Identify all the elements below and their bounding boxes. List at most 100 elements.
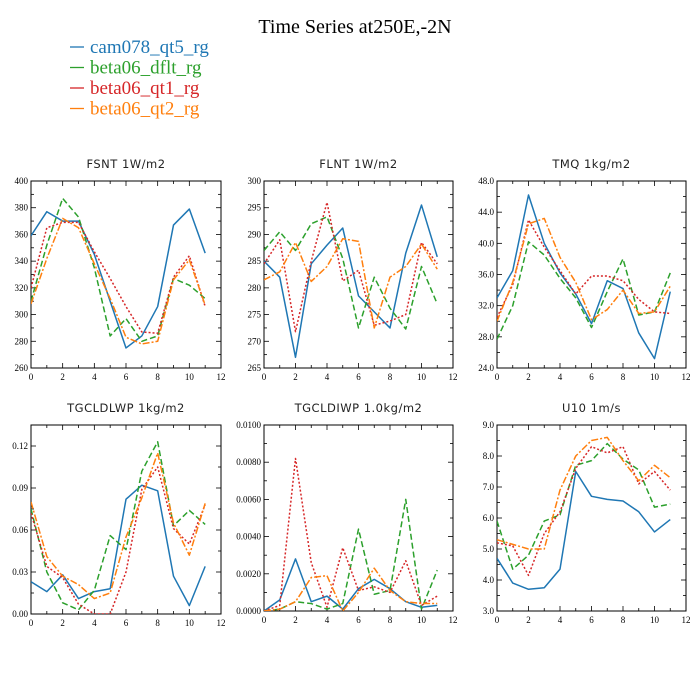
y-tick-label: 6.0 [483,513,495,523]
x-tick-label: 10 [417,372,427,382]
y-tick-label: 320 [15,283,29,293]
x-tick-label: 8 [155,618,160,628]
x-tick-label: 0 [495,615,500,625]
x-tick-label: 4 [558,372,563,382]
series-line-beta06_dflt_rg [31,441,206,611]
series-line-beta06_qt2_rg [264,567,438,611]
y-tick-label: 280 [15,336,29,346]
y-tick-label: 9.0 [483,420,495,430]
x-tick-label: 2 [293,372,298,382]
x-tick-label: 4 [325,372,330,382]
y-tick-label: 28.0 [478,332,494,342]
legend-label-beta06_dflt_rg: beta06_dflt_rg [90,58,202,79]
y-tick-label: 7.0 [483,482,495,492]
y-tick-label: 280 [248,283,262,293]
x-tick-label: 6 [356,615,361,625]
y-tick-label: 290 [248,229,262,239]
series-line-beta06_qt1_rg [31,466,206,614]
series-line-beta06_qt1_rg [264,457,438,611]
x-tick-label: 6 [356,372,361,382]
panel-title: TGCLDLWP 1kg/m2 [66,401,185,415]
y-tick-label: 300 [248,176,262,186]
x-tick-label: 0 [29,372,34,382]
x-tick-label: 10 [650,615,660,625]
x-tick-label: 12 [682,615,691,625]
y-tick-label: 0.0060 [236,494,261,504]
chart-panel-0: FSNT 1W/m2 0 2 4 6 8 10 12 260 280 300 320 340 360 380… [15,157,226,382]
legend-label-beta06_qt1_rg: beta06_qt1_rg [90,78,200,99]
y-tick-label: 270 [248,336,262,346]
series-line-cam078_qt5_rg [497,470,671,591]
x-tick-label: 0 [262,615,267,625]
y-tick-label: 0.0080 [236,457,261,467]
x-tick-label: 10 [185,372,195,382]
series-line-beta06_dflt_rg [264,216,438,330]
panel-title: TMQ 1kg/m2 [551,157,630,171]
series-line-cam078_qt5_rg [264,204,438,359]
plot-frame [263,424,454,612]
panel-title: TGCLDIWP 1.0kg/m2 [294,401,423,415]
y-tick-label: 36.0 [478,270,494,280]
series-line-beta06_dflt_rg [264,498,438,611]
x-tick-label: 10 [650,372,660,382]
x-tick-label: 10 [417,615,427,625]
x-tick-label: 0 [495,372,500,382]
x-tick-label: 12 [217,618,226,628]
y-tick-label: 295 [248,203,262,213]
panel-title: FSNT 1W/m2 [86,157,165,171]
y-tick-label: 265 [248,363,262,373]
series-line-beta06_qt2_rg [31,452,206,600]
y-tick-label: 0.09 [12,483,28,493]
x-tick-label: 0 [262,372,267,382]
series-line-beta06_dflt_rg [497,442,671,570]
y-tick-label: 8.0 [483,451,495,461]
x-tick-label: 2 [60,372,65,382]
x-tick-label: 8 [388,372,393,382]
y-tick-label: 0.0040 [236,532,261,542]
y-tick-label: 0.0100 [236,420,261,430]
x-tick-label: 10 [185,618,195,628]
chart-panel-5: U10 1m/s 0 2 4 6 8 10 12 3.0 4.0 5.0 6.0 7.0 8.0 9.0 [483,401,691,625]
x-tick-label: 8 [621,615,626,625]
series-line-beta06_qt2_rg [497,217,671,322]
x-tick-label: 6 [589,372,594,382]
plot-frame [30,180,222,369]
series-line-cam078_qt5_rg [264,558,438,611]
y-tick-label: 0.0020 [236,569,261,579]
series-line-beta06_qt1_rg [264,201,438,333]
legend-label-cam078_qt5_rg: cam078_qt5_rg [90,37,209,58]
panel-title: U10 1m/s [562,401,621,415]
chart-panels: FSNT 1W/m20 2 4 6 8 10 12260280300320340360380… [12,157,690,628]
y-tick-label: 380 [15,203,29,213]
y-tick-label: 0.12 [12,441,28,451]
chart-panel-4: TGCLDIWP 1.0kg/m2 0 2 4 6 8 10 12 0.0000 0.0020 0.… [236,401,457,625]
chart-panel-1: FLNT 1W/m2 0 2 4 6 8 10 12 265 270 275 280 285 290 295… [248,157,458,382]
x-tick-label: 4 [92,618,97,628]
y-tick-label: 44.0 [478,207,494,217]
x-tick-label: 4 [92,372,97,382]
x-tick-label: 12 [217,372,226,382]
series-line-cam078_qt5_rg [31,208,206,349]
x-tick-label: 12 [449,615,458,625]
x-tick-label: 2 [60,618,65,628]
series-line-beta06_qt2_rg [497,436,671,550]
y-tick-label: 275 [248,310,262,320]
x-tick-label: 0 [29,618,34,628]
y-tick-label: 32.0 [478,301,494,311]
y-tick-label: 5.0 [483,544,495,554]
y-tick-label: 0.00 [12,609,28,619]
x-tick-label: 6 [589,615,594,625]
x-tick-label: 8 [155,372,160,382]
x-tick-label: 2 [526,615,531,625]
y-tick-label: 0.06 [12,525,28,535]
x-tick-label: 6 [124,372,129,382]
y-tick-label: 360 [15,229,29,239]
series-line-beta06_qt1_rg [497,445,671,577]
panel-title: FLNT 1W/m2 [319,157,397,171]
y-tick-label: 260 [15,363,29,373]
figure-title: Time Series at250E,-2N [258,16,451,38]
y-tick-label: 3.0 [483,606,495,616]
series-line-beta06_dflt_rg [31,197,206,343]
legend: cam078_qt5_rgbeta06_dflt_rgbeta06_qt1_rg… [70,37,209,120]
series-line-beta06_qt1_rg [31,221,206,335]
